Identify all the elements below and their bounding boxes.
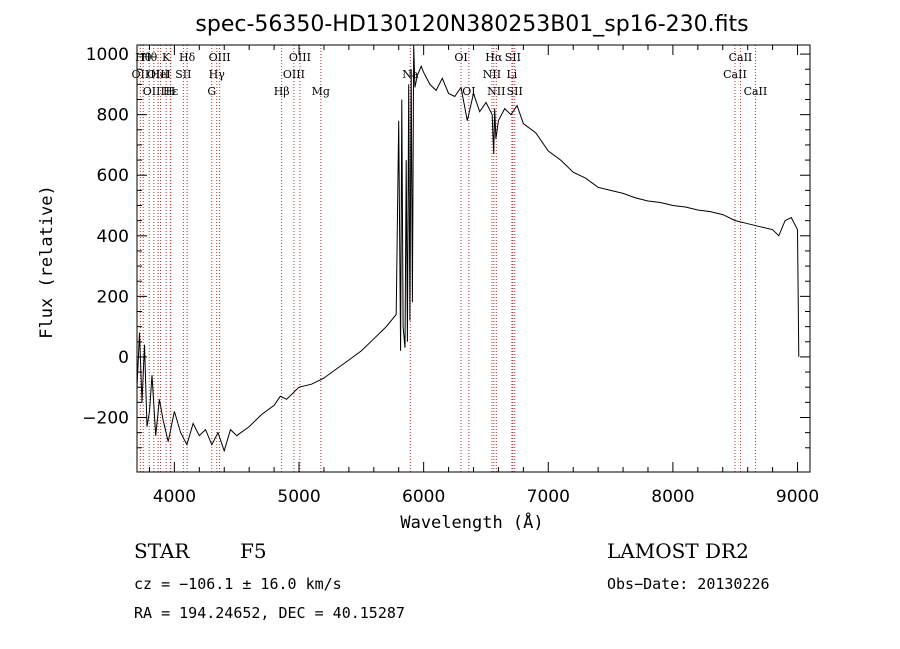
line-label-4: OIII <box>147 68 169 81</box>
line-label-8: H <box>166 85 176 98</box>
line-label-2: Hθ <box>141 51 158 64</box>
x-tick-label-2: 6000 <box>402 487 445 507</box>
line-label-23: NII <box>487 85 505 98</box>
y-tick-label-4: 600 <box>97 166 129 186</box>
observation-date: Obs−Date: 20130226 <box>607 575 770 593</box>
object-class: STAR <box>134 539 190 563</box>
line-label-15: OIII <box>283 68 305 81</box>
line-label-12: Hγ <box>209 68 226 81</box>
x-axis-ticks: 4000 5000 6000 7000 8000 9000 <box>148 45 819 507</box>
x-tick-label-0: 4000 <box>153 487 196 507</box>
y-tick-label-2: 200 <box>97 287 129 307</box>
spectral-line-labels: OIIHθHθOIIIOIIIHeIKHεHSIIHδGHγOIIIHβOIII… <box>132 51 768 98</box>
line-label-11: G <box>207 85 216 98</box>
line-label-0: OII <box>132 68 150 81</box>
line-label-13: OIII <box>209 51 231 64</box>
object-subclass: F5 <box>240 539 267 563</box>
x-tick-label-1: 5000 <box>277 487 320 507</box>
y-tick-label-6: 1000 <box>86 45 129 65</box>
line-label-28: CaII <box>729 51 753 64</box>
line-label-7: Hε <box>163 85 179 98</box>
line-label-19: OI <box>454 51 467 64</box>
series-line-flux <box>136 44 800 453</box>
y-tick-label-1: 0 <box>118 348 129 368</box>
line-label-10: Hδ <box>179 51 196 64</box>
x-tick-label-4: 8000 <box>651 487 694 507</box>
line-label-16: OIII <box>289 51 311 64</box>
survey-name: LAMOST DR2 <box>607 539 749 563</box>
line-label-3: OIII <box>143 85 165 98</box>
line-label-21: NII <box>483 68 501 81</box>
y-tick-label-0: −200 <box>82 408 129 428</box>
line-label-14: Hβ <box>274 85 290 98</box>
coordinates: RA = 194.24652, DEC = 40.15287 <box>134 604 405 622</box>
line-label-24: Li <box>506 68 517 81</box>
x-tick-label-5: 9000 <box>776 487 819 507</box>
chart-title: spec-56350-HD130120N380253B01_sp16-230.f… <box>195 12 748 37</box>
y-tick-label-3: 400 <box>97 227 129 247</box>
redshift-velocity: cz = −106.1 ± 16.0 km/s <box>134 575 342 593</box>
line-label-9: SII <box>175 68 191 81</box>
line-label-6: K <box>162 51 171 64</box>
y-axis-label: Flux (relative) <box>37 185 57 339</box>
line-label-26: SII <box>507 85 523 98</box>
plot-frame <box>136 44 811 473</box>
line-label-29: CaII <box>744 85 768 98</box>
x-axis-label: Wavelength (Å) <box>400 511 543 533</box>
line-label-20: OI <box>462 85 475 98</box>
y-tick-label-5: 800 <box>97 106 129 126</box>
spectral-line-markers <box>139 45 756 472</box>
x-tick-label-3: 7000 <box>527 487 570 507</box>
line-label-22: Hα <box>485 51 503 64</box>
line-label-27: CaII <box>723 68 747 81</box>
line-label-5: HeI <box>150 68 170 81</box>
y-axis-ticks: −200 0 200 400 600 800 1000 <box>82 45 810 449</box>
line-label-17: Mg <box>312 85 330 98</box>
line-label-25: SII <box>505 51 521 64</box>
